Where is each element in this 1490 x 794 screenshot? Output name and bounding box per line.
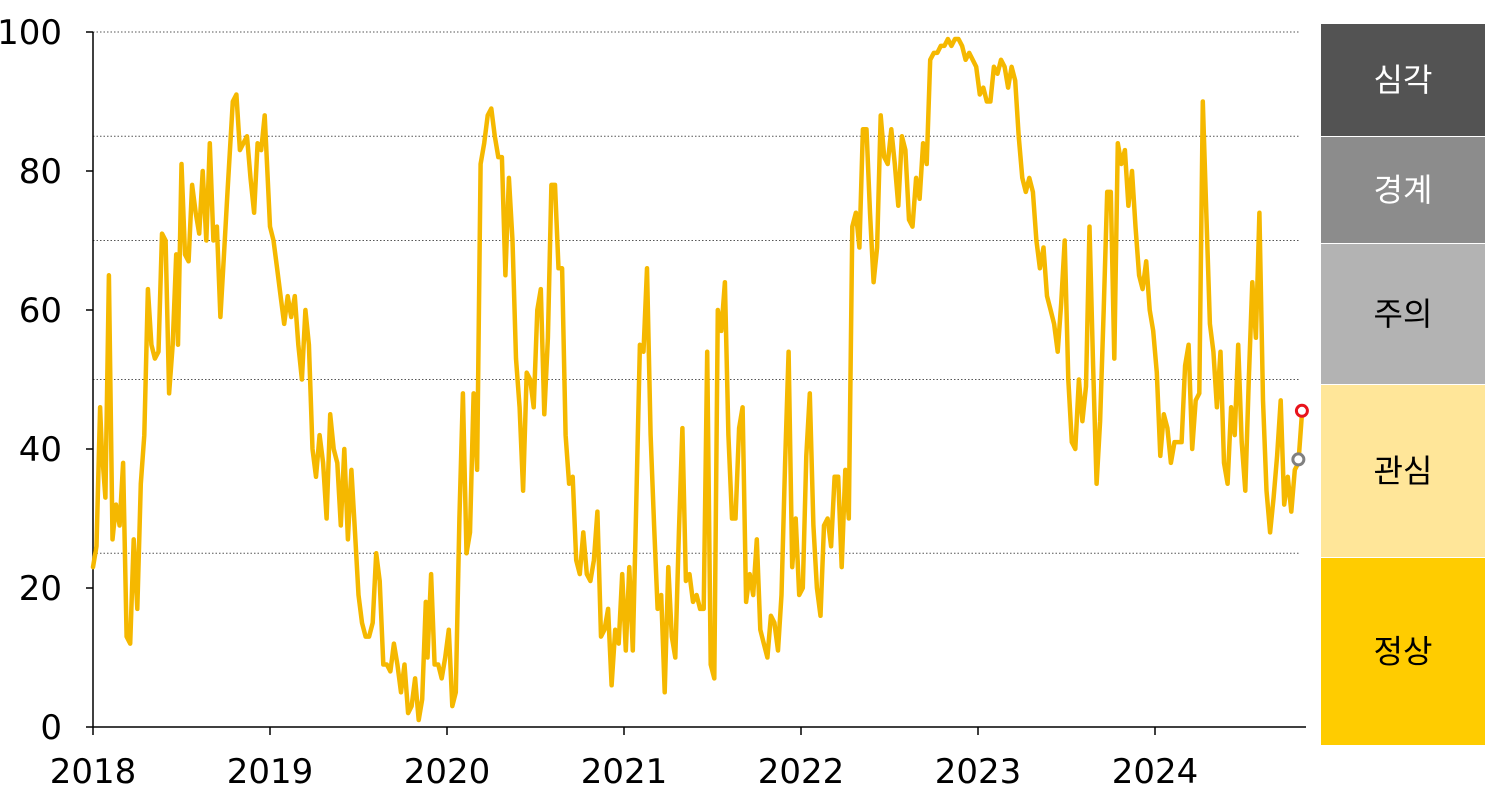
level-band-label: 심각 (1374, 61, 1433, 99)
level-band-label: 주의 (1374, 295, 1433, 333)
x-tick-label: 2023 (935, 752, 1022, 792)
y-tick-label: 80 (19, 152, 62, 192)
x-tick-label: 2022 (758, 752, 845, 792)
y-tick-label: 100 (0, 13, 62, 53)
level-band-label: 정상 (1374, 633, 1433, 671)
x-tick-label: 2021 (581, 752, 668, 792)
axes: 0 20 40 60 80 100 2018 2019 2020 2021 2022 2023 2024 (0, 13, 1306, 792)
markers-layer (1291, 403, 1309, 467)
x-tick-label: 2020 (404, 752, 491, 792)
level-band (1321, 385, 1485, 557)
y-tick-label: 20 (19, 569, 62, 609)
y-tick-label: 60 (19, 291, 62, 331)
x-tick-label: 2019 (227, 752, 314, 792)
level-band (1321, 558, 1485, 745)
x-tick-label: 2018 (50, 752, 137, 792)
series-layer (90, 36, 1305, 723)
end-marker (1294, 403, 1309, 418)
level-band (1321, 24, 1485, 136)
y-tick-label: 0 (40, 708, 62, 748)
level-band (1321, 137, 1485, 243)
end-marker (1291, 452, 1306, 467)
level-band (1321, 244, 1485, 384)
level-band-label: 경계 (1374, 171, 1433, 209)
y-tick-label: 40 (19, 430, 62, 470)
x-tick-label: 2024 (1112, 752, 1199, 792)
level-band-label: 관심 (1374, 452, 1433, 490)
series-line (90, 36, 1305, 723)
grid-lines (93, 31, 1300, 554)
